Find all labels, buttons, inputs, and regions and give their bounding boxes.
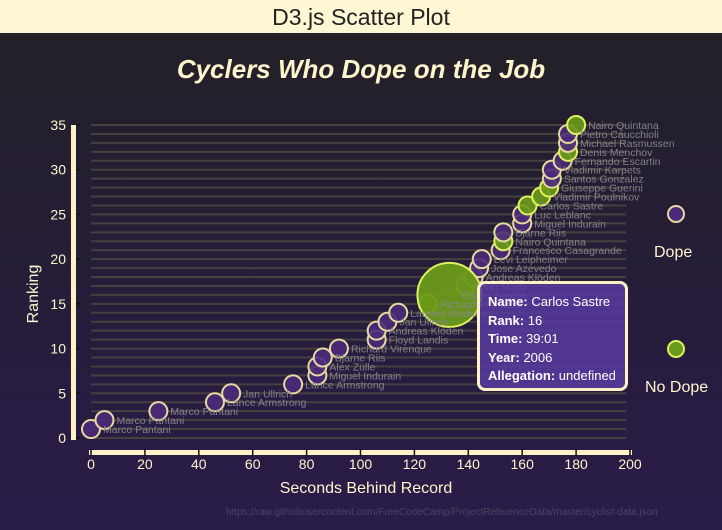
point-label: Nairo Quintana: [588, 120, 659, 132]
y-axis-label: Ranking: [25, 265, 42, 324]
y-tick-label: 10: [50, 341, 66, 357]
point-label: Fernando Escartin: [575, 156, 661, 168]
point-label: Vladimir Poulnikov: [553, 192, 640, 204]
x-tick-label: 200: [618, 456, 642, 472]
point-label: Pietro Caucchioli: [580, 129, 659, 141]
window-title-bar: D3.js Scatter Plot: [0, 0, 722, 33]
tooltip-time-value: 39:01: [526, 331, 559, 346]
point-label: Alex Zülle: [329, 361, 375, 373]
point-label: Jan Ullrich: [399, 317, 448, 329]
y-axis: [71, 125, 76, 440]
dope-point[interactable]: [283, 374, 304, 395]
point-label: Richard Virenque: [351, 344, 432, 356]
chart-title: Cyclers Who Dope on the Job: [176, 54, 546, 84]
tooltip-time-label: Time:: [488, 331, 523, 346]
point-label: Miguel Indurain: [329, 370, 401, 382]
dope-point[interactable]: [148, 401, 169, 422]
tooltip: Name: Carlos Sastre Rank: 16 Time: 39:01…: [477, 281, 628, 391]
x-tick-label: 20: [137, 456, 153, 472]
x-tick-label: 0: [87, 456, 95, 472]
legend-label-no-dope: No Dope: [645, 379, 709, 396]
x-tick-label: 80: [299, 456, 315, 472]
point-label: Nairo Quintana: [515, 236, 586, 248]
point-label: Marco Pantani: [116, 415, 184, 427]
x-tick-label: 100: [349, 456, 373, 472]
dope-point[interactable]: [328, 338, 349, 359]
y-tick-label: 30: [50, 162, 66, 178]
no-dope-point[interactable]: [517, 195, 538, 216]
point-label: Jan Ullrich: [243, 388, 292, 400]
no-dope-point[interactable]: [566, 115, 587, 135]
point-label: Denis Menchov: [580, 147, 653, 159]
point-label: Marco Pantani: [103, 424, 171, 436]
tooltip-allegation-label: Allegation:: [488, 368, 556, 383]
y-tick-label: 25: [50, 206, 66, 222]
window-title: D3.js Scatter Plot: [272, 4, 450, 30]
point-label: Lance Armstrong: [227, 397, 307, 409]
point-label: Carlos Sastre: [540, 200, 604, 212]
dope-point[interactable]: [221, 383, 242, 404]
dope-point[interactable]: [388, 302, 409, 323]
x-axis-label: Seconds Behind Record: [280, 480, 453, 497]
tooltip-name-label: Name:: [488, 294, 528, 309]
x-tick-label: 180: [564, 456, 588, 472]
x-tick-label: 160: [511, 456, 535, 472]
x-tick-label: 40: [191, 456, 207, 472]
point-label: Vladimir Karpets: [564, 165, 641, 177]
x-tick-label: 120: [403, 456, 427, 472]
tooltip-year-label: Year:: [488, 349, 520, 365]
point-label: Floyd Landis: [389, 335, 449, 347]
point-label: Bjarne Riis: [515, 227, 566, 239]
y-tick-label: 15: [50, 296, 66, 312]
point-label: Francesco Casagrande: [513, 245, 622, 257]
dope-point[interactable]: [312, 347, 333, 368]
x-tick-label: 140: [457, 456, 481, 472]
dope-point[interactable]: [493, 222, 514, 243]
point-label: Miguel Indurain: [534, 218, 606, 230]
legend-no-dope-marker[interactable]: [667, 340, 685, 358]
tooltip-name-value: Carlos Sastre: [531, 294, 611, 309]
legend-label-dope: Dope: [654, 244, 693, 261]
point-label: Santos Gonzalez: [564, 174, 644, 186]
x-tick-label: 60: [245, 456, 261, 472]
point-label: Levi Leipheimer: [494, 254, 569, 266]
point-label: Marco Pantani: [170, 406, 238, 418]
legend-dope-marker[interactable]: [667, 205, 685, 223]
point-label: Giuseppe Guerini: [561, 183, 643, 195]
dope-point[interactable]: [94, 410, 115, 431]
y-tick-label: 35: [50, 117, 66, 133]
point-label: Jose Azevedo: [491, 263, 557, 275]
tooltip-allegation-value: undefined: [558, 368, 616, 383]
point-label: Laurent Madouas: [410, 308, 492, 320]
point-label: Lance Armstrong: [305, 379, 385, 391]
y-tick-label: 20: [50, 251, 66, 267]
point-label: Luc Leblanc: [534, 209, 591, 221]
y-tick-label: 0: [58, 430, 66, 446]
point-label: Michael Rasmussen: [580, 138, 675, 150]
y-tick-label: 5: [58, 385, 66, 401]
point-label: Bjarne Riis: [335, 353, 386, 365]
dope-point[interactable]: [471, 249, 492, 270]
tooltip-year-value: 2006: [523, 349, 553, 365]
dope-point[interactable]: [204, 392, 225, 413]
data-source-link[interactable]: https://raw.githubusercontent.com/FreeCo…: [226, 507, 658, 518]
point-label: Andreas Klöden: [389, 326, 464, 338]
tooltip-rank-label: Rank:: [488, 312, 525, 328]
tooltip-rank-value: 16: [527, 312, 543, 328]
